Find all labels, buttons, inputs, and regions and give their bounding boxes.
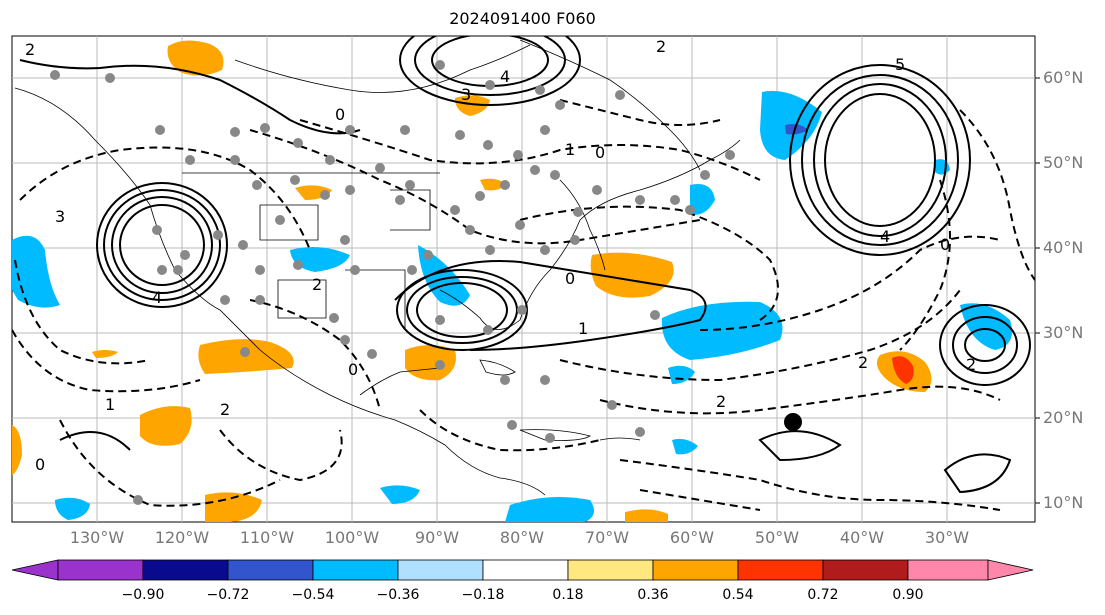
- lat-label: 40°N: [1043, 238, 1084, 257]
- shade-orange: [590, 252, 674, 298]
- lon-label: 70°W: [584, 528, 630, 547]
- shade-lightblue: [380, 485, 420, 504]
- colorbar-segment: [397, 559, 484, 581]
- colorbar-tick-label: 0.90: [892, 587, 924, 603]
- contour-label: 3: [461, 85, 471, 104]
- colorbar: [11, 559, 1034, 581]
- contour-label: 2: [220, 400, 230, 419]
- lon-label: 130°W: [69, 528, 125, 547]
- colorbar-segment: [567, 559, 654, 581]
- contour-label: 0: [335, 105, 345, 124]
- contour-label-group: 0 0 0 0 0 0 1 1 1 2 2 2 2 2 2 2 3 3 4 4 …: [25, 37, 976, 474]
- lat-label: 50°N: [1043, 153, 1084, 172]
- shade-blue: [785, 124, 808, 135]
- colorbar-tick-label: 0.18: [552, 587, 584, 603]
- contour-label: 0: [35, 455, 45, 474]
- shade-lightblue: [668, 365, 695, 384]
- lat-label: 20°N: [1043, 408, 1084, 427]
- shade-lightblue: [505, 496, 594, 522]
- lon-label: 120°W: [154, 528, 210, 547]
- shade-red: [892, 356, 914, 384]
- positive-shading: [12, 40, 932, 522]
- colorbar-tick-label: −0.72: [206, 587, 250, 603]
- contour-label: 4: [500, 67, 510, 86]
- colorbar-segment: [737, 559, 824, 581]
- lat-label: 60°N: [1043, 68, 1084, 87]
- colorbar-segment: [907, 559, 989, 581]
- lon-label: 90°W: [414, 528, 460, 547]
- shade-orange: [205, 492, 262, 522]
- contour-label: 5: [895, 55, 905, 74]
- map-frame: [11, 35, 1036, 523]
- colorbar-tick-label: 0.36: [637, 587, 669, 603]
- lon-label: 100°W: [324, 528, 380, 547]
- contour-label: 0: [595, 143, 605, 162]
- shade-lightblue: [690, 184, 715, 215]
- colorbar-tick-label: 0.54: [722, 587, 754, 603]
- lon-label: 40°W: [839, 528, 885, 547]
- colorbar-tick-label: −0.18: [461, 587, 505, 603]
- contour-label: 0: [348, 360, 358, 379]
- colorbar-segment: [11, 559, 59, 581]
- contour-label: 3: [55, 207, 65, 226]
- positive-contours: [19, 36, 1031, 494]
- contour-label: 2: [25, 40, 35, 59]
- colorbar-segment: [312, 559, 399, 581]
- lon-label: 60°W: [669, 528, 715, 547]
- shade-lightblue: [960, 303, 1013, 350]
- colorbar-segment: [822, 559, 909, 581]
- shade-lightblue: [290, 246, 350, 272]
- shade-orange: [12, 425, 22, 475]
- shade-lightblue: [672, 438, 698, 455]
- contour-label: 1: [578, 319, 588, 338]
- shade-orange: [625, 509, 668, 522]
- colorbar-tick-label: −0.36: [376, 587, 420, 603]
- contour-label: 0: [565, 269, 575, 288]
- shade-orange: [405, 345, 456, 381]
- shade-orange: [167, 40, 224, 76]
- lon-label: 50°W: [754, 528, 800, 547]
- shade-lightblue: [661, 301, 783, 360]
- colorbar-tick-label: −0.90: [121, 587, 165, 603]
- contour-label: 2: [966, 355, 976, 374]
- negative-shading: [12, 90, 1013, 522]
- station-dots: [50, 60, 735, 505]
- shade-orange: [455, 95, 490, 116]
- colorbar-segment: [227, 559, 314, 581]
- map-title: 2024091400 F060: [449, 9, 596, 28]
- contour-label: 1: [565, 140, 575, 159]
- colorbar-segment: [482, 559, 569, 581]
- graticule: [12, 36, 1035, 522]
- shade-lightblue: [55, 497, 90, 520]
- lon-label: 110°W: [239, 528, 295, 547]
- shade-orange: [480, 178, 506, 191]
- shade-lightblue: [12, 235, 60, 308]
- contour-label: 0: [940, 235, 950, 254]
- colorbar-segment: [987, 559, 1034, 581]
- colorbar-segment: [652, 559, 739, 581]
- negative-contours: [12, 99, 1035, 511]
- contour-label: 1: [105, 395, 115, 414]
- axis-ticks: [1035, 77, 1040, 504]
- contour-label: 2: [312, 275, 322, 294]
- colorbar-tick-label: 0.72: [807, 587, 839, 603]
- contour-label: 4: [152, 288, 162, 307]
- lat-label: 10°N: [1043, 493, 1084, 512]
- colorbar-tick-label: −0.54: [291, 587, 335, 603]
- lat-label: 30°N: [1043, 323, 1084, 342]
- lon-label: 80°W: [499, 528, 545, 547]
- contour-label: 2: [656, 37, 666, 56]
- colorbar-segment: [57, 559, 144, 581]
- shade-orange: [140, 406, 192, 446]
- colorbar-segment: [142, 559, 229, 581]
- contour-label: 2: [858, 353, 868, 372]
- contour-label: 4: [880, 227, 890, 246]
- contour-label: 2: [716, 392, 726, 411]
- shade-orange: [92, 350, 118, 358]
- lon-label: 30°W: [924, 528, 970, 547]
- storm-marker: [784, 413, 802, 431]
